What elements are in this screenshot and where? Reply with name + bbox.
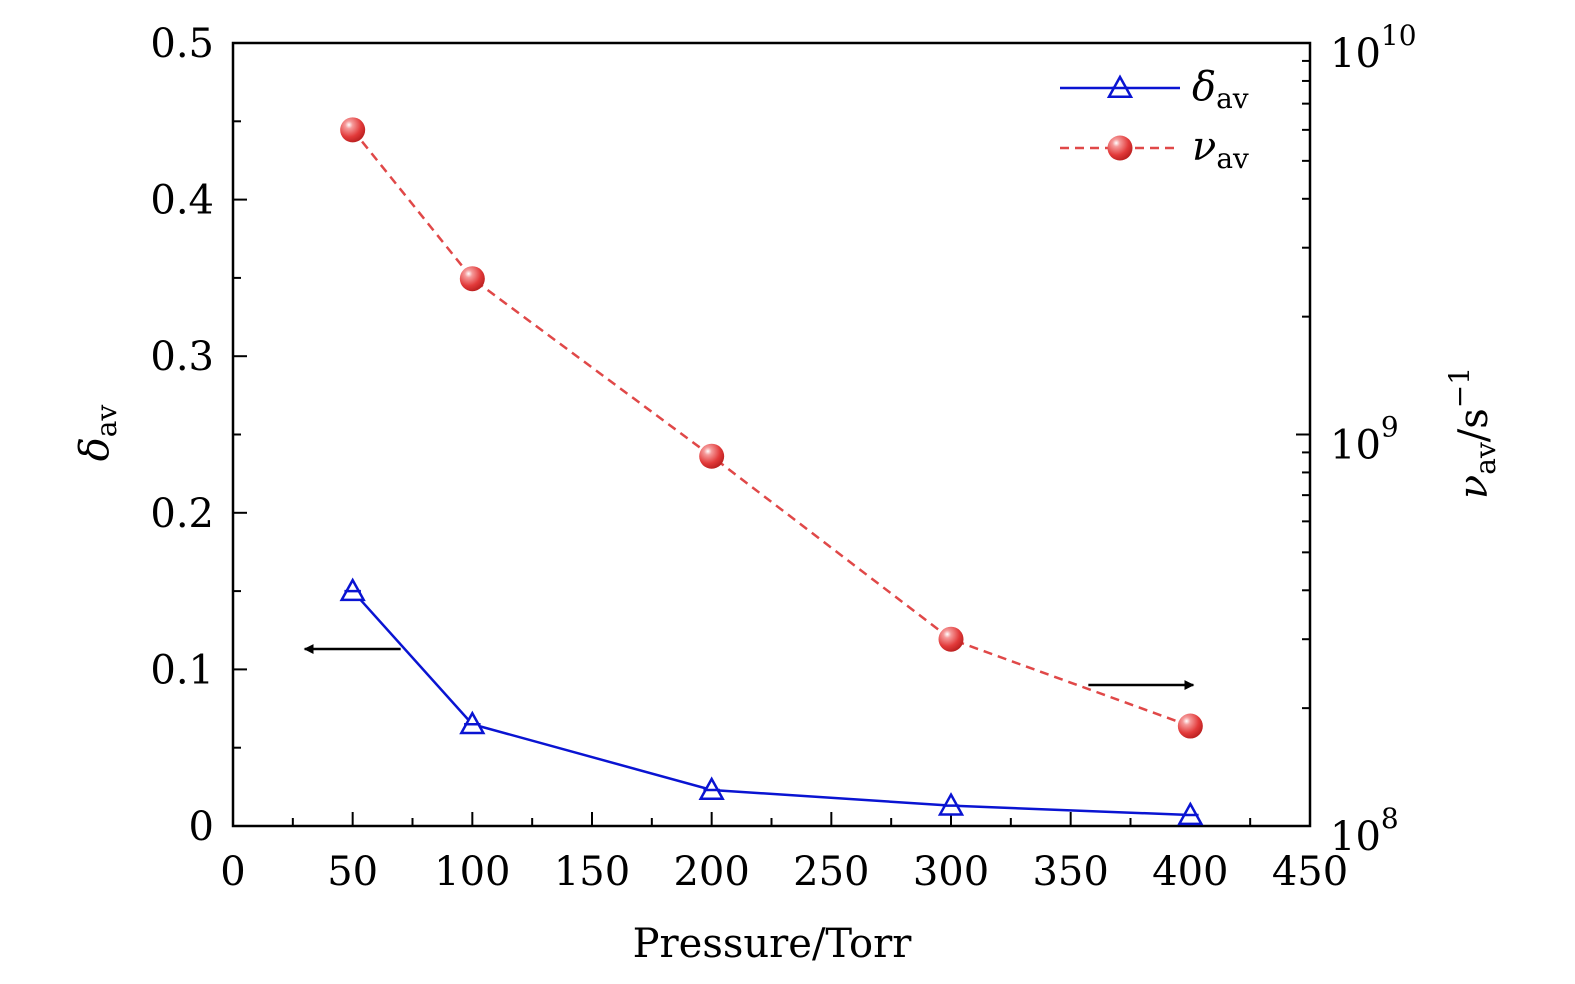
x-tick-label: 250 [793,849,869,895]
data-point [1177,713,1203,739]
series-line [351,590,1191,817]
data-point [699,443,725,469]
right-y-tick-exponent: 10 [1381,19,1417,52]
left-y-axis-symbol: δ [72,437,118,461]
annotations [303,644,1195,691]
legend-symbol: δ [1192,64,1216,110]
legend-label: νav [1192,124,1249,175]
left-y-tick-label: 0.5 [150,21,214,67]
legend-subscript: av [1216,142,1249,175]
left-y-tick-label: 0.4 [150,178,214,224]
x-axis-title: Pressure/Torr [633,921,913,967]
right-y-axis-symbol: ν [1451,475,1497,499]
legend-subscript: av [1216,82,1249,115]
left-y-tick-label: 0 [189,804,214,850]
x-tick-label: 150 [554,849,630,895]
left-y-axis-title: δav [72,405,123,462]
x-axis-ticks: 0 50 100 150 200 250 300 350 400 450 [220,812,1348,895]
plot-frame [231,41,1312,828]
data-point [459,266,485,292]
legend-symbol: ν [1192,124,1216,170]
x-tick-label: 300 [913,849,989,895]
x-tick-label: 450 [1272,849,1348,895]
right-y-tick-label: 108 [1330,802,1399,860]
legend-entry: δav [1060,64,1249,115]
left-y-axis-subscript: av [90,405,123,438]
legend-marker [1107,135,1133,161]
plot-border [231,41,1312,828]
left-y-tick-label: 0.3 [150,334,214,380]
right-y-axis-subscript: av [1469,442,1502,475]
left-y-tick-label: 0.1 [150,647,214,693]
right-y-tick-exponent: 9 [1381,411,1399,444]
x-tick-label: 0 [220,849,245,895]
series-left [339,577,1204,826]
left-y-axis-ticks: 0 0.1 0.2 0.3 0.4 0.5 [150,21,247,850]
legend-label: δav [1192,64,1249,115]
right-y-tick-label: 109 [1330,411,1399,469]
legend-entry: νav [1060,124,1249,175]
right-y-tick-base: 10 [1330,31,1381,77]
series-layer [339,117,1204,826]
x-tick-label: 200 [673,849,749,895]
data-point [340,117,366,143]
right-y-tick-base: 10 [1330,423,1381,469]
x-tick-label: 100 [434,849,510,895]
right-y-axis-unit: /s [1451,408,1497,442]
series-right [340,117,1203,739]
x-tick-label: 50 [327,849,378,895]
right-y-tick-base: 10 [1330,814,1381,860]
right-y-axis-superscript: −1 [1443,367,1476,408]
x-tick-label: 350 [1032,849,1108,895]
x-tick-label: 400 [1152,849,1228,895]
left-y-tick-label: 0.2 [150,491,214,537]
right-y-tick-exponent: 8 [1381,802,1399,835]
data-point [938,626,964,652]
right-y-axis-title: νav/s−1 [1443,367,1502,499]
right-y-tick-label: 1010 [1330,19,1417,77]
series-line [351,129,1191,728]
